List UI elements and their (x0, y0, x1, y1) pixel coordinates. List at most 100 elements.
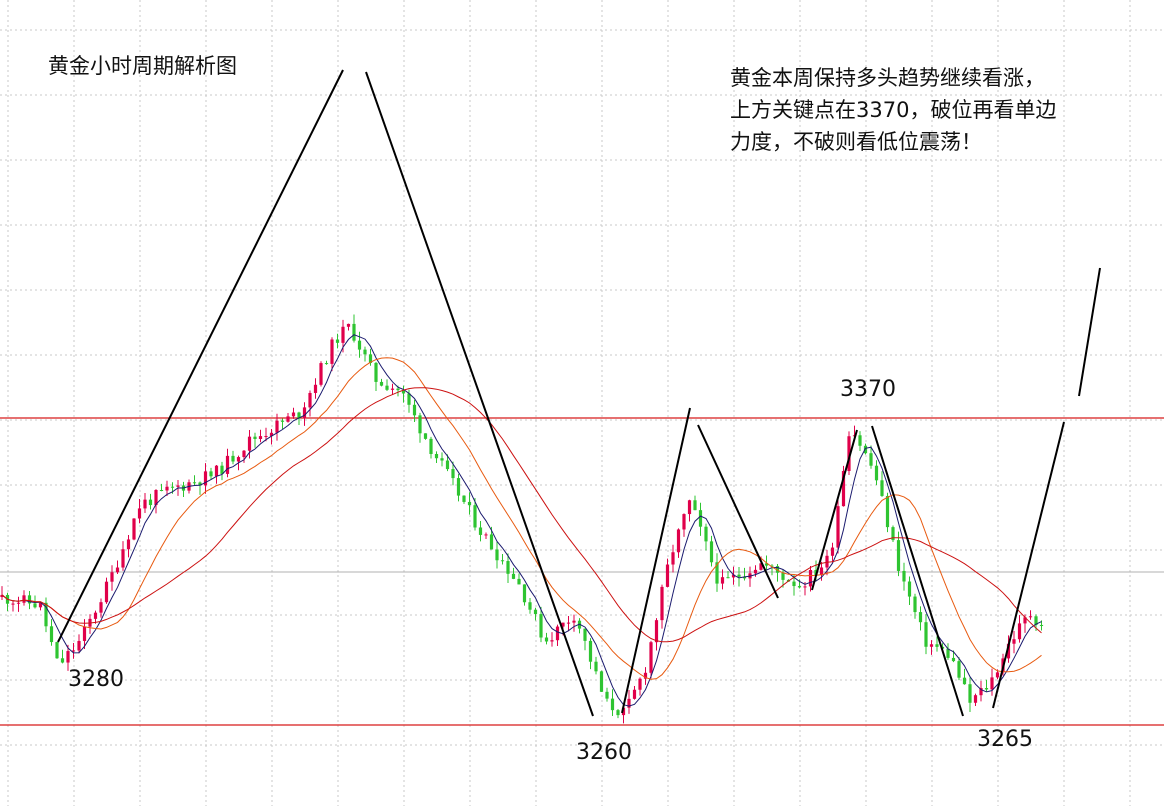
candle-body (902, 570, 906, 582)
candle-body (385, 385, 389, 390)
candle-body (346, 323, 351, 327)
candle-body (825, 555, 829, 568)
candle-body (957, 661, 961, 678)
candle-body (539, 614, 543, 638)
candle-body (973, 695, 978, 703)
candle-body (159, 489, 164, 491)
candle-body (22, 595, 26, 603)
candle-body (792, 581, 796, 587)
price-label-3260: 3260 (576, 740, 632, 765)
candle-body (775, 566, 780, 573)
candle-body (231, 455, 235, 462)
candle-body (38, 602, 43, 608)
candle-body (753, 569, 758, 574)
candle-body (649, 642, 653, 673)
candle-body (643, 672, 648, 679)
candle-body (984, 688, 989, 690)
candle-body (671, 552, 675, 565)
candle-body (495, 549, 499, 561)
candle-body (929, 644, 934, 647)
candle-body (489, 534, 494, 550)
candle-body (533, 609, 538, 615)
candlesticks (0, 314, 1044, 724)
price-label-3280: 3280 (68, 667, 124, 692)
candle-body (836, 506, 840, 548)
candle-body (990, 677, 994, 690)
candle-body (995, 672, 1000, 678)
candle-body (682, 514, 686, 530)
moving-averages (1, 334, 1042, 707)
candle-body (1006, 643, 1011, 659)
candle-body (401, 390, 406, 394)
candle-body (880, 480, 884, 496)
candle-body (445, 460, 450, 470)
key-levels (0, 417, 1164, 726)
trend-line (365, 71, 594, 717)
candle-body (148, 499, 153, 506)
candle-body (781, 572, 785, 580)
candle-body (407, 393, 411, 405)
candle-body (192, 482, 197, 484)
candle-body (1034, 616, 1038, 625)
candle-body (412, 404, 417, 416)
candle-body (605, 691, 609, 699)
candle-body (214, 465, 219, 477)
trend-line (621, 407, 691, 714)
candle-body (968, 684, 972, 703)
candle-body (951, 657, 956, 662)
candle-body (93, 612, 98, 619)
candle-body (11, 603, 15, 605)
chart-title: 黄金小时周期解析图 (48, 54, 237, 78)
candle-body (121, 549, 125, 568)
candle-body (528, 602, 532, 610)
candle-body (572, 620, 576, 623)
candle-body (165, 486, 169, 491)
candle-body (506, 561, 510, 574)
candle-body (693, 500, 697, 511)
candle-body (341, 326, 345, 343)
candle-body (566, 622, 571, 624)
candle-body (830, 547, 835, 556)
candle-body (176, 485, 180, 487)
candle-body (808, 570, 813, 587)
price-label-3265: 3265 (977, 727, 1033, 752)
candle-body (918, 612, 923, 623)
candle-body (907, 581, 912, 597)
candle-body (33, 603, 37, 608)
candle-body (863, 445, 868, 454)
analysis-note-line-1: 黄金本周保持多头趋势继续看涨， (730, 66, 1045, 90)
candle-body (544, 637, 549, 642)
candle-body (946, 648, 950, 658)
candle-body (60, 658, 65, 663)
candle-body (924, 622, 928, 647)
candle-body (467, 501, 472, 506)
candle-body (638, 678, 642, 690)
analysis-note-line-2: 上方关键点在3370，破位再看单边 (730, 98, 1057, 122)
candle-body (390, 388, 395, 390)
candle-body (324, 363, 329, 365)
candle-body (1012, 639, 1016, 644)
candle-body (49, 626, 54, 643)
candle-body (269, 432, 274, 436)
candle-body (143, 499, 147, 509)
candle-body (819, 567, 824, 575)
candle-body (319, 363, 323, 385)
candle-body (731, 574, 736, 578)
analysis-note-line-3: 力度，不破则看低位震荡！ (730, 130, 982, 154)
candle-body (588, 640, 593, 662)
candle-body (209, 471, 213, 477)
trend-line (871, 425, 964, 717)
candle-body (522, 584, 527, 603)
candle-body (561, 622, 565, 627)
candle-body (302, 407, 307, 419)
candle-body (1039, 624, 1044, 626)
candle-body (291, 412, 296, 417)
candle-body (726, 577, 730, 579)
candle-body (0, 594, 4, 598)
candle-body (225, 455, 230, 474)
candle-body (874, 465, 879, 481)
candle-body (858, 435, 862, 446)
candle-body (583, 628, 587, 641)
candle-body (71, 650, 76, 652)
